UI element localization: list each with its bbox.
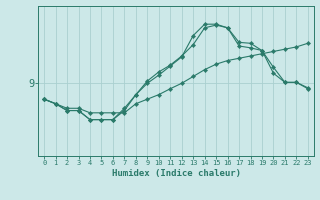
X-axis label: Humidex (Indice chaleur): Humidex (Indice chaleur): [111, 169, 241, 178]
